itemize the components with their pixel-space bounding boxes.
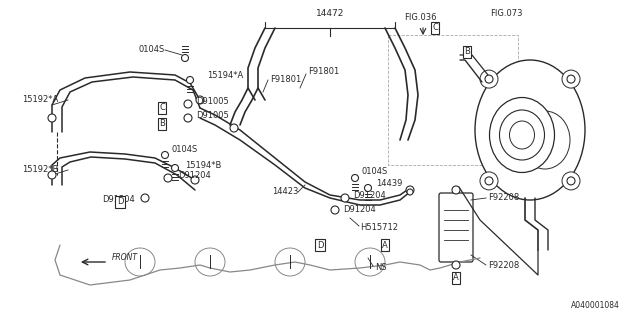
Text: F92208: F92208 [488, 260, 519, 269]
Circle shape [485, 75, 493, 83]
Circle shape [567, 75, 575, 83]
Text: D91204: D91204 [353, 191, 386, 201]
Ellipse shape [490, 98, 554, 172]
Ellipse shape [562, 172, 580, 190]
Ellipse shape [520, 111, 570, 169]
Ellipse shape [355, 248, 385, 276]
Circle shape [341, 194, 349, 202]
Ellipse shape [275, 248, 305, 276]
Ellipse shape [195, 248, 225, 276]
Text: D91204: D91204 [102, 196, 135, 204]
Text: 0104S: 0104S [362, 167, 388, 177]
Circle shape [186, 76, 193, 84]
Circle shape [172, 164, 179, 172]
Circle shape [407, 189, 413, 195]
Text: B: B [464, 47, 470, 57]
Circle shape [452, 186, 460, 194]
Circle shape [182, 54, 189, 61]
Text: 0104S: 0104S [139, 45, 165, 54]
Circle shape [452, 261, 460, 269]
Ellipse shape [125, 248, 155, 276]
Circle shape [485, 177, 493, 185]
Text: F91801: F91801 [270, 76, 301, 84]
Circle shape [191, 176, 199, 184]
Circle shape [351, 174, 358, 181]
Circle shape [161, 151, 168, 158]
Text: F92208: F92208 [488, 193, 519, 202]
Ellipse shape [480, 172, 498, 190]
Ellipse shape [480, 70, 498, 88]
Circle shape [164, 174, 172, 182]
Text: D91204: D91204 [178, 171, 211, 180]
Ellipse shape [509, 121, 534, 149]
Text: H515712: H515712 [360, 223, 398, 233]
Text: 14439: 14439 [376, 179, 403, 188]
Text: F91801: F91801 [308, 68, 339, 76]
Text: B: B [159, 119, 165, 129]
Text: 0104S: 0104S [172, 146, 198, 155]
Text: FRONT: FRONT [112, 253, 138, 262]
Circle shape [184, 100, 192, 108]
Circle shape [48, 114, 56, 122]
Text: 14472: 14472 [316, 10, 344, 19]
Text: C: C [159, 103, 165, 113]
Text: D91005: D91005 [196, 111, 228, 121]
Text: A040001084: A040001084 [571, 301, 620, 310]
Ellipse shape [475, 60, 585, 200]
Text: D91204: D91204 [343, 205, 376, 214]
Circle shape [141, 194, 149, 202]
Text: FIG.036: FIG.036 [404, 13, 436, 22]
Text: 15194*B: 15194*B [185, 161, 221, 170]
Circle shape [184, 114, 192, 122]
Bar [388, 35, 518, 165]
Text: 15192*B: 15192*B [22, 165, 58, 174]
Text: NS: NS [375, 263, 387, 273]
Text: A: A [382, 241, 388, 250]
Text: A: A [453, 274, 459, 283]
Text: 15194*A: 15194*A [207, 70, 243, 79]
Circle shape [48, 171, 56, 179]
Ellipse shape [499, 110, 545, 160]
Text: D: D [317, 241, 323, 250]
Circle shape [406, 186, 414, 194]
FancyBboxPatch shape [439, 193, 473, 262]
Circle shape [196, 96, 204, 104]
Text: 14423: 14423 [271, 188, 298, 196]
Circle shape [331, 206, 339, 214]
Text: D91005: D91005 [196, 97, 228, 106]
Circle shape [365, 185, 371, 191]
Text: 15192*A: 15192*A [22, 95, 58, 105]
Circle shape [567, 177, 575, 185]
Ellipse shape [562, 70, 580, 88]
Text: C: C [432, 23, 438, 33]
Text: D: D [116, 197, 124, 206]
Text: FIG.073: FIG.073 [490, 10, 522, 19]
Circle shape [230, 124, 238, 132]
